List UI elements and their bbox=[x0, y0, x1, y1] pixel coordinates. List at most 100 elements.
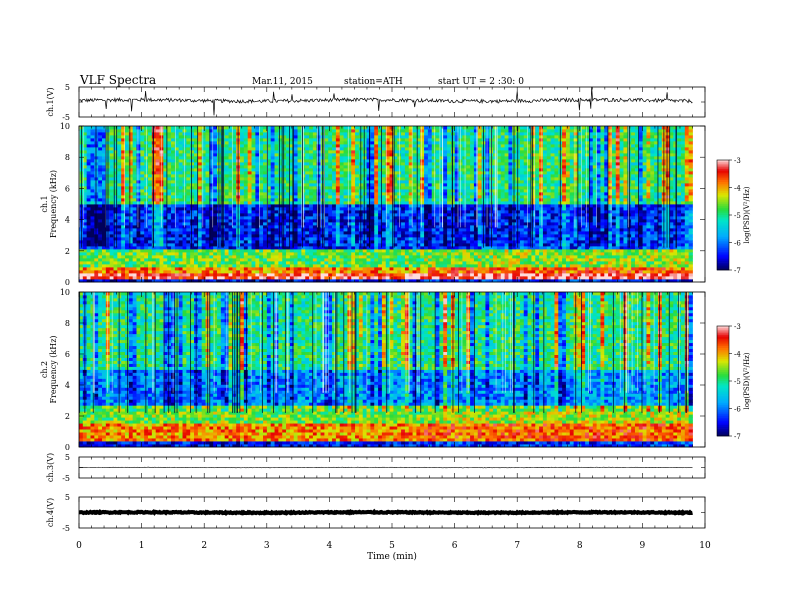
spectrogram-cell bbox=[248, 150, 252, 153]
spectrogram-cell bbox=[413, 186, 417, 189]
spectrogram-cell bbox=[110, 141, 114, 144]
spectrogram-cell bbox=[294, 249, 298, 252]
spectrogram-cell bbox=[213, 255, 217, 258]
spectrogram-cell bbox=[252, 195, 256, 198]
spectrogram-cell bbox=[87, 231, 91, 234]
spectrogram-cell bbox=[301, 267, 305, 270]
spectrogram-cell bbox=[121, 195, 125, 198]
spectrogram-cell bbox=[129, 255, 133, 258]
spectrogram-cell bbox=[282, 264, 286, 267]
spectrogram-cell bbox=[432, 141, 436, 144]
spectrogram-cell bbox=[321, 258, 325, 261]
spectrogram-cell bbox=[206, 189, 210, 192]
spectrogram-cell bbox=[324, 231, 328, 234]
spectrogram-cell bbox=[428, 234, 432, 237]
spectrogram-cell bbox=[202, 225, 206, 228]
spectrogram-cell bbox=[432, 168, 436, 171]
spectrogram-cell bbox=[171, 177, 175, 180]
spectrogram-cell bbox=[171, 207, 175, 210]
spectrogram-cell bbox=[340, 198, 344, 201]
spectrogram-cell bbox=[263, 219, 267, 222]
spectrogram-cell bbox=[167, 162, 171, 165]
spectrogram-cell bbox=[198, 135, 202, 138]
spectrogram-cell bbox=[363, 177, 367, 180]
spectrogram-cell bbox=[167, 198, 171, 201]
spectrogram-cell bbox=[252, 234, 256, 237]
spectrogram-cell bbox=[328, 129, 332, 132]
spectrogram-cell bbox=[309, 189, 313, 192]
spectrogram-cell bbox=[390, 162, 394, 165]
spectrogram-cell bbox=[286, 255, 290, 258]
spectrogram-cell bbox=[405, 141, 409, 144]
spectrogram-cell bbox=[206, 165, 210, 168]
spectrogram-cell bbox=[282, 273, 286, 276]
spectrogram-cell bbox=[432, 147, 436, 150]
spectrogram-cell bbox=[405, 252, 409, 255]
spectrogram-cell bbox=[186, 144, 190, 147]
spectrogram-cell bbox=[167, 276, 171, 279]
spectrogram-cell bbox=[94, 198, 98, 201]
spectrogram-cell bbox=[232, 153, 236, 156]
spectrogram-cell bbox=[328, 177, 332, 180]
spectrogram-cell bbox=[152, 270, 156, 273]
spectrogram-cell bbox=[413, 216, 417, 219]
spectrogram-cell bbox=[171, 228, 175, 231]
spectrogram-cell bbox=[332, 186, 336, 189]
spectrogram-cell bbox=[309, 225, 313, 228]
spectrogram-cell bbox=[363, 150, 367, 153]
spectrogram-cell bbox=[317, 234, 321, 237]
spectrogram-cell bbox=[420, 204, 424, 207]
spectrogram-cell bbox=[152, 267, 156, 270]
spectrogram-cell bbox=[232, 192, 236, 195]
spectrogram-cell bbox=[94, 276, 98, 279]
spectrogram-cell bbox=[424, 219, 428, 222]
spectrogram-cell bbox=[313, 264, 317, 267]
spectrogram-cell bbox=[374, 204, 378, 207]
spectrogram-cell bbox=[244, 270, 248, 273]
spectrogram-cell bbox=[363, 270, 367, 273]
spectrogram-cell bbox=[98, 276, 102, 279]
spectrogram-cell bbox=[340, 222, 344, 225]
spectrogram-cell bbox=[424, 162, 428, 165]
spectrogram-cell bbox=[225, 267, 229, 270]
spectrogram-cell bbox=[405, 183, 409, 186]
spectrogram-cell bbox=[209, 258, 213, 261]
spectrogram-cell bbox=[332, 225, 336, 228]
spectrogram-cell bbox=[171, 252, 175, 255]
spectrogram-cell bbox=[263, 240, 267, 243]
y-axis-label: ch.1(V) bbox=[46, 87, 55, 116]
spectrogram-cell bbox=[305, 159, 309, 162]
spectrogram-cell bbox=[420, 177, 424, 180]
spectrogram-cell bbox=[240, 168, 244, 171]
spectrogram-cell bbox=[298, 156, 302, 159]
spectrogram-cell bbox=[148, 225, 152, 228]
spectrogram-cell bbox=[347, 228, 351, 231]
spectrogram-cell bbox=[190, 129, 194, 132]
spectrogram-cell bbox=[117, 126, 121, 129]
spectrogram-cell bbox=[424, 237, 428, 240]
spectrogram-cell bbox=[244, 141, 248, 144]
spectrogram-cell bbox=[428, 195, 432, 198]
spectrogram-cell bbox=[202, 261, 206, 264]
spectrogram-cell bbox=[420, 153, 424, 156]
spectrogram-cell bbox=[144, 228, 148, 231]
spectrogram-cell bbox=[225, 210, 229, 213]
spectrogram-cell bbox=[117, 270, 121, 273]
spectrogram-cell bbox=[206, 207, 210, 210]
spectrogram-cell bbox=[313, 150, 317, 153]
spectrogram-cell bbox=[313, 234, 317, 237]
spectrogram-cell bbox=[167, 177, 171, 180]
spectrogram-cell bbox=[428, 135, 432, 138]
spectrogram-cell bbox=[432, 201, 436, 204]
spectrogram-cell bbox=[313, 141, 317, 144]
spectrogram-cell bbox=[263, 210, 267, 213]
spectrogram-cell bbox=[340, 168, 344, 171]
spectrogram-cell bbox=[221, 267, 225, 270]
spectrogram-cell bbox=[206, 156, 210, 159]
spectrogram-cell bbox=[156, 237, 160, 240]
spectrogram-cell bbox=[359, 264, 363, 267]
spectrogram-cell bbox=[106, 276, 110, 279]
spectrogram-cell bbox=[309, 216, 313, 219]
spectrogram-cell bbox=[363, 204, 367, 207]
spectrogram-cell bbox=[137, 198, 141, 201]
